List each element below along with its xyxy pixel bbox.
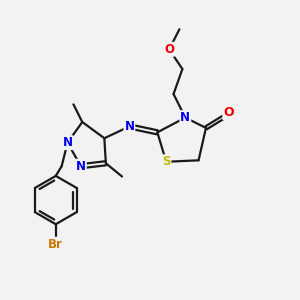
Text: O: O [223,106,234,119]
Text: N: N [63,136,73,149]
Text: S: S [162,155,170,168]
Text: O: O [164,43,174,56]
Text: Br: Br [48,238,63,251]
Text: N: N [76,160,86,173]
Text: N: N [124,120,134,133]
Text: N: N [180,111,190,124]
